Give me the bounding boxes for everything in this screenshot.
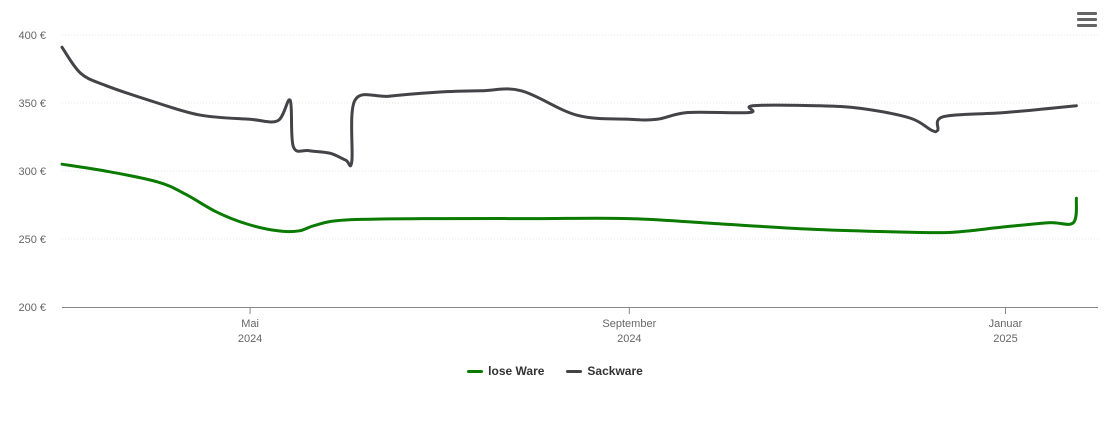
series-line-lose-ware bbox=[60, 162, 1078, 235]
x-tick-label: September 2024 bbox=[602, 318, 656, 345]
y-tick-label: 250 € bbox=[18, 234, 46, 246]
y-tick-label: 200 € bbox=[18, 302, 46, 314]
y-tick-label: 400 € bbox=[18, 30, 46, 42]
menu-bar bbox=[1077, 12, 1097, 15]
grid-lines bbox=[62, 34, 1098, 240]
chart-menu-icon[interactable] bbox=[1077, 12, 1097, 30]
y-axis-labels: 200 € 250 € 300 € 350 € 400 € bbox=[18, 30, 46, 314]
menu-bar bbox=[1077, 18, 1097, 21]
series-line-sackware bbox=[60, 45, 1078, 168]
legend-item-lose-ware[interactable]: lose Ware bbox=[467, 364, 544, 378]
chart-legend: lose Ware Sackware bbox=[0, 364, 1110, 378]
series-layer bbox=[60, 45, 1078, 235]
menu-bar bbox=[1077, 24, 1097, 27]
x-tick-label: Mai 2024 bbox=[238, 318, 262, 345]
x-tick-label: Januar 2025 bbox=[989, 318, 1023, 345]
legend-item-sackware[interactable]: Sackware bbox=[566, 364, 643, 378]
x-axis: Mai 2024 September 2024 Januar 2025 bbox=[62, 307, 1098, 345]
y-tick-label: 350 € bbox=[18, 98, 46, 110]
legend-swatch bbox=[566, 369, 583, 373]
legend-label: lose Ware bbox=[488, 364, 545, 378]
legend-swatch bbox=[467, 369, 484, 373]
y-tick-label: 300 € bbox=[18, 166, 46, 178]
legend-label: Sackware bbox=[587, 364, 643, 378]
